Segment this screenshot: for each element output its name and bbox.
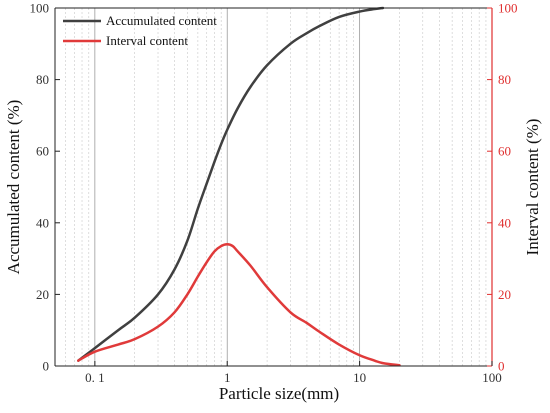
y-tick-label: 60 xyxy=(36,144,49,159)
axes xyxy=(54,7,493,367)
y-tick-label: 20 xyxy=(36,287,49,302)
y-tick-label: 40 xyxy=(36,215,49,230)
series-layer xyxy=(77,6,401,367)
y2-axis-title: Interval content (%) xyxy=(523,119,542,256)
y2-tick-label: 40 xyxy=(498,215,511,230)
series-line-accumulated xyxy=(77,6,385,362)
legend-label-accumulated: Accumulated content xyxy=(106,13,217,28)
y2-tick-label: 100 xyxy=(498,1,518,16)
y-axis-title: Accumulated content (%) xyxy=(4,100,23,275)
y2-tick-label: 0 xyxy=(498,359,505,374)
y2-tick-label: 80 xyxy=(498,72,511,87)
y2-tick-label: 20 xyxy=(498,287,511,302)
x-tick-label: 0. 1 xyxy=(85,370,105,385)
y2-tick-label: 60 xyxy=(498,144,511,159)
series-line-interval xyxy=(77,243,401,367)
legend-label-interval: Interval content xyxy=(106,33,188,48)
grid-lines xyxy=(65,8,487,366)
x-tick-label: 100 xyxy=(482,370,502,385)
x-tick-label: 10 xyxy=(353,370,366,385)
y-tick-label: 80 xyxy=(36,72,49,87)
legend: Accumulated content Interval content xyxy=(63,13,217,48)
y-tick-label: 0 xyxy=(43,359,50,374)
y-tick-label: 100 xyxy=(30,1,50,16)
x-tick-label: 1 xyxy=(224,370,231,385)
x-axis-title: Particle size(mm) xyxy=(219,384,339,403)
